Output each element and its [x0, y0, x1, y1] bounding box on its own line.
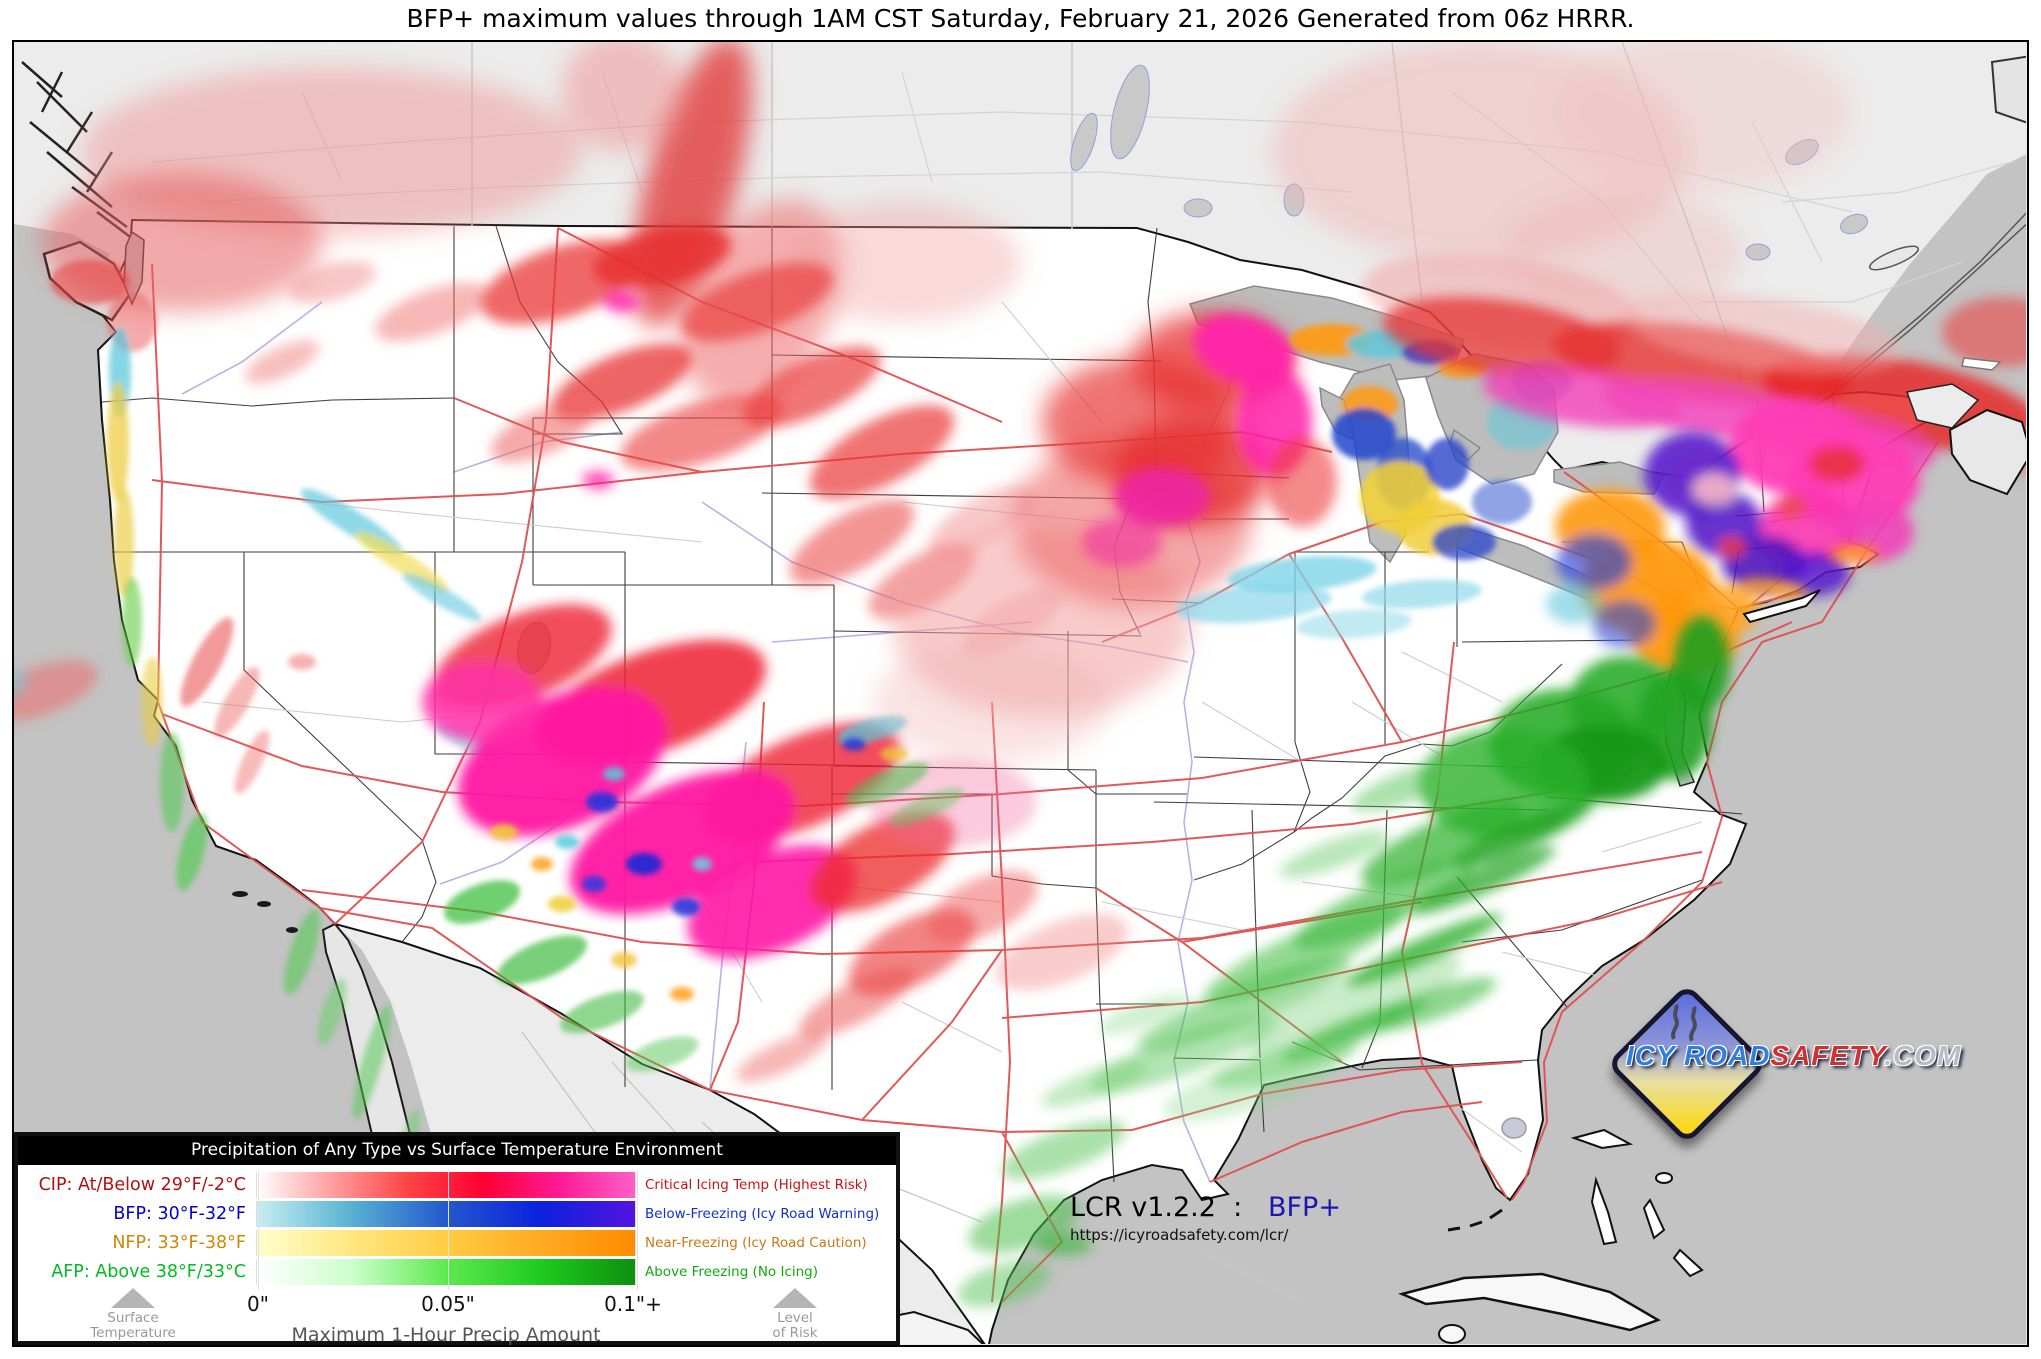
- axis-tick-01plus: 0.1"+: [604, 1292, 662, 1316]
- logo-text-icyroad: ICY ROAD: [1626, 1040, 1771, 1071]
- legend-row-nfp: NFP: 33°F-38°F Near-Freezing (Icy Road C…: [18, 1228, 896, 1257]
- nova-scotia: [1948, 408, 2026, 496]
- precip-canada-red: [42, 42, 1852, 405]
- legend-row-risk: Critical Icing Temp (Highest Risk): [645, 1176, 868, 1193]
- surface-label-line1: Surface: [107, 1310, 159, 1326]
- version-line: LCR v1.2.2 : BFP+: [1070, 1192, 1341, 1223]
- legend-row-label: CIP: At/Below 29°F/-2°C: [38, 1174, 246, 1195]
- bc-coast-fjords: [21, 61, 138, 243]
- legend-panel: Precipitation of Any Type vs Surface Tem…: [14, 1132, 900, 1346]
- skid-marks-icon: [1671, 1003, 1697, 1042]
- bahamas: [1570, 1128, 1704, 1278]
- florida-keys: [1447, 1208, 1503, 1232]
- legend-row-label: AFP: Above 38°F/33°C: [51, 1261, 246, 1282]
- logo-text-safety: SAFETY: [1770, 1040, 1885, 1071]
- precip-west-coast: [50, 260, 420, 1216]
- tick-line-2: [637, 1170, 638, 1290]
- precip-four-corners-mix: [443, 767, 712, 1072]
- axis-tick-0: 0": [247, 1292, 269, 1316]
- version-block: LCR v1.2.2 : BFP+ https://icyroadsafety.…: [1070, 1192, 1341, 1244]
- lake-okeechobee: [1501, 1117, 1527, 1139]
- new-brunswick-coast: [1905, 383, 1980, 429]
- tick-line-1: [448, 1170, 449, 1290]
- axis-label: Maximum 1-Hour Precip Amount: [291, 1324, 601, 1346]
- precip-highplains-cluster: [837, 715, 964, 827]
- legend-row-label: BFP: 30°F-32°F: [113, 1203, 246, 1224]
- legend-row-bar: [256, 1229, 636, 1256]
- legend-row-bar: [256, 1171, 636, 1198]
- page-title: BFP+ maximum values through 1AM CST Satu…: [406, 4, 1635, 33]
- legend-axis: 0" 0.05" 0.1"+ Maximum 1-Hour Precip Amo…: [18, 1286, 896, 1358]
- version-separator: :: [1233, 1192, 1243, 1223]
- canada-lakes: [1070, 64, 1869, 261]
- icy-road-safety-logo: [1606, 983, 1768, 1145]
- level-of-risk-arrow: Level of Risk: [740, 1288, 850, 1341]
- version-text: LCR v1.2.2: [1070, 1192, 1216, 1223]
- axis-tick-005: 0.05": [421, 1292, 475, 1316]
- pei: [1961, 357, 2002, 371]
- precip-southeast-green: [1089, 616, 1730, 1122]
- legend-row-risk: Near-Freezing (Icy Road Caution): [645, 1234, 867, 1251]
- legend-row-risk: Above Freezing (No Icing): [645, 1263, 819, 1280]
- legend-row-afp: AFP: Above 38°F/33°C Above Freezing (No …: [18, 1257, 896, 1286]
- up-triangle-icon: [111, 1288, 155, 1308]
- newfoundland: [1990, 55, 2026, 124]
- legend-row-label: NFP: 33°F-38°F: [112, 1232, 246, 1253]
- precip-ohio-valley-cyan: [1176, 584, 1412, 639]
- up-triangle-icon: [773, 1288, 817, 1308]
- legend-title: Precipitation of Any Type vs Surface Tem…: [18, 1136, 896, 1165]
- islands: [232, 55, 2026, 1344]
- footer-url: https://icyroadsafety.com/lcr/: [1070, 1226, 1289, 1244]
- tick-line-0: [258, 1170, 259, 1290]
- map-svg: [14, 42, 2026, 1344]
- logo-text-com: .COM: [1884, 1040, 1962, 1071]
- channel-islands: [232, 891, 298, 933]
- legend-row-risk: Below-Freezing (Icy Road Warning): [645, 1205, 880, 1222]
- risk-label-line1: Level: [777, 1310, 813, 1326]
- precip-texas-green: [957, 994, 1190, 1308]
- surface-label-line2: Temperature: [90, 1325, 176, 1341]
- precip-wisconsin-magenta: [1082, 313, 1337, 567]
- isla-juventud: [1438, 1324, 1466, 1344]
- surface-temperature-arrow: Surface Temperature: [78, 1288, 188, 1341]
- footer-product: BFP+: [1267, 1192, 1341, 1223]
- legend-row-bfp: BFP: 30°F-32°F Below-Freezing (Icy Road …: [18, 1199, 896, 1228]
- long-island: [1742, 589, 1821, 624]
- anticosti: [1869, 245, 1919, 271]
- legend-row-cip: CIP: At/Below 29°F/-2°C Critical Icing T…: [18, 1170, 896, 1199]
- legend-row-bar: [256, 1258, 636, 1285]
- precip-midatlantic-orange: [14, 489, 1878, 697]
- legend-row-bar: [256, 1200, 636, 1227]
- precip-northern-rockies-red: [14, 225, 1061, 722]
- legend-rows: CIP: At/Below 29°F/-2°C Critical Icing T…: [18, 1165, 896, 1290]
- map-canvas: Precipitation of Any Type vs Surface Tem…: [12, 40, 2029, 1347]
- logo-text: ICY ROADSAFETY.COM: [1626, 1040, 1960, 1072]
- cuba: [1398, 1272, 1661, 1332]
- risk-label-line2: of Risk: [772, 1325, 818, 1341]
- precip-michigan-patchwork: [1227, 324, 1572, 609]
